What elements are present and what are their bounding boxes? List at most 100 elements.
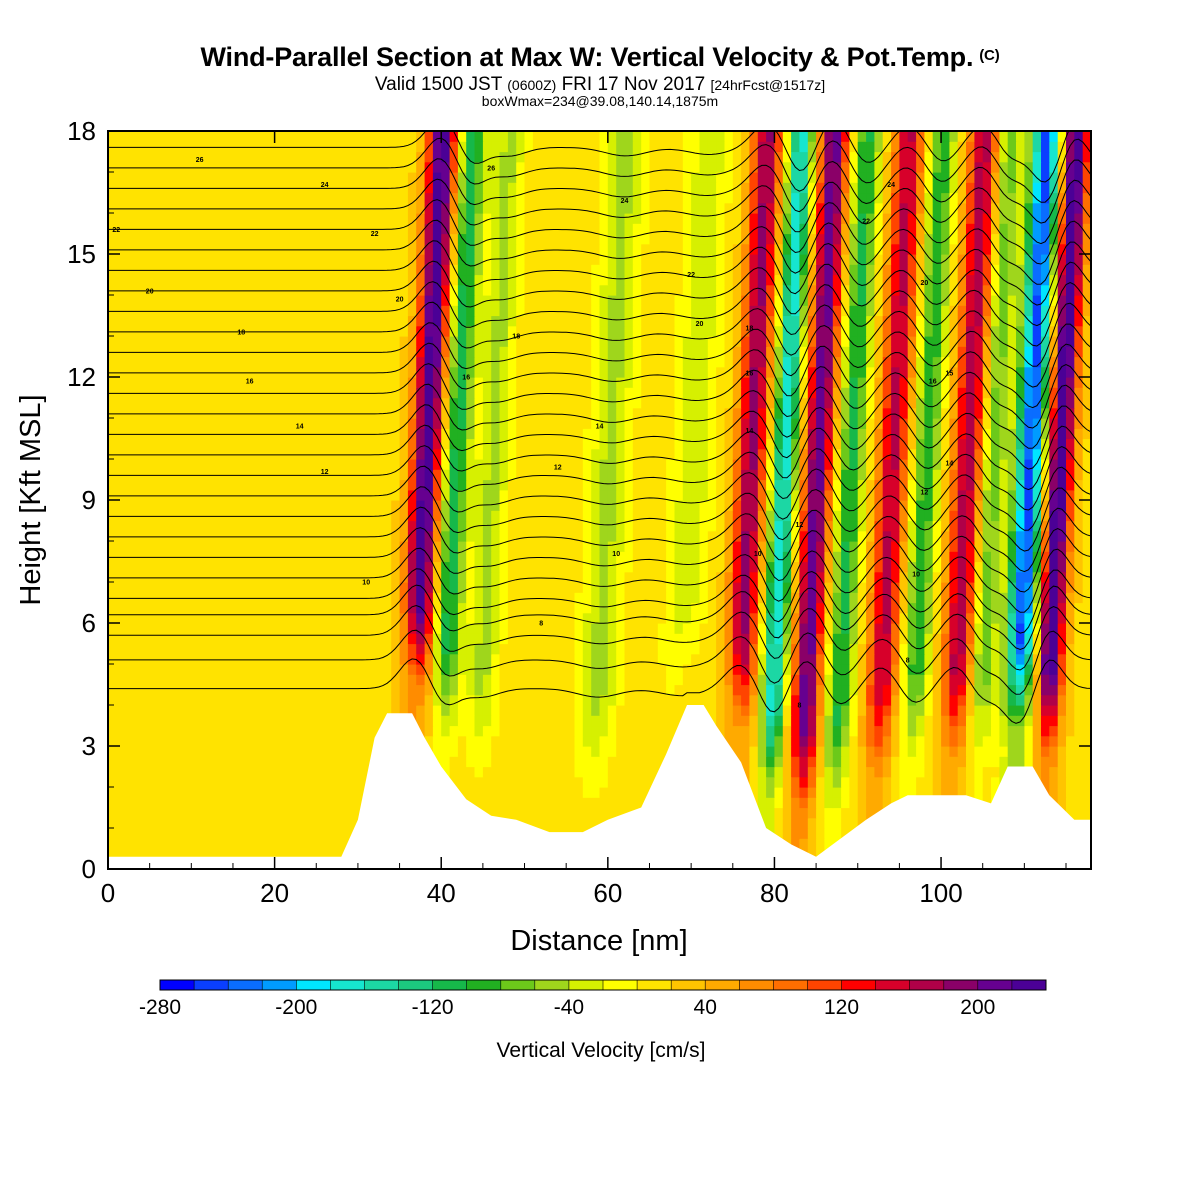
w-cell — [641, 766, 651, 778]
w-cell — [999, 725, 1009, 737]
w-cell — [382, 612, 392, 624]
w-cell — [416, 705, 426, 716]
w-cell — [991, 623, 1000, 634]
w-cell — [424, 469, 434, 481]
w-cell — [357, 787, 367, 798]
w-cell — [233, 776, 242, 788]
w-cell — [574, 756, 584, 768]
w-cell — [391, 602, 401, 614]
w-cell — [807, 551, 817, 563]
w-cell — [149, 479, 159, 491]
w-cell — [366, 510, 376, 522]
w-cell — [257, 612, 267, 624]
w-cell — [524, 561, 534, 573]
w-cell — [1032, 694, 1042, 706]
w-cell — [432, 623, 442, 634]
w-cell — [941, 561, 950, 573]
w-cell — [466, 643, 476, 655]
w-cell — [616, 735, 626, 747]
w-cell — [699, 643, 709, 655]
w-cell — [158, 653, 167, 665]
w-cell — [432, 602, 442, 614]
w-cell — [774, 592, 784, 604]
w-cell — [208, 602, 217, 614]
w-cell — [616, 571, 626, 583]
w-cell — [649, 653, 659, 665]
w-cell — [574, 582, 584, 593]
w-cell — [424, 684, 434, 696]
w-cell — [1057, 602, 1067, 614]
w-cell — [782, 746, 792, 757]
w-cell — [491, 459, 501, 470]
w-cell — [316, 500, 326, 511]
w-cell — [432, 725, 442, 737]
w-cell — [266, 438, 276, 450]
w-cell — [607, 664, 617, 675]
w-cell — [982, 582, 992, 593]
w-cell — [491, 541, 501, 552]
w-cell — [366, 530, 376, 542]
w-cell — [208, 787, 217, 798]
w-cell — [1041, 643, 1050, 655]
w-cell — [324, 530, 334, 542]
w-cell — [141, 428, 151, 440]
w-cell — [199, 674, 209, 686]
w-cell — [882, 602, 892, 614]
w-cell — [866, 592, 875, 604]
w-cell — [1041, 602, 1050, 614]
w-cell — [133, 756, 142, 768]
w-cell — [607, 448, 617, 460]
w-cell — [249, 582, 259, 593]
w-cell — [732, 664, 742, 675]
w-cell — [899, 633, 909, 645]
w-cell — [857, 715, 867, 727]
w-cell — [741, 643, 750, 655]
w-cell — [707, 694, 717, 706]
w-cell — [282, 520, 292, 532]
w-cell — [183, 561, 192, 573]
w-cell — [624, 530, 634, 542]
w-cell — [266, 817, 276, 829]
w-cell — [807, 776, 817, 788]
w-cell — [291, 612, 301, 624]
w-cell — [799, 561, 809, 573]
w-cell — [624, 551, 634, 563]
w-cell — [183, 582, 192, 593]
w-cell — [466, 756, 476, 768]
w-cell — [183, 664, 192, 675]
w-cell — [707, 479, 717, 491]
w-cell — [141, 510, 151, 522]
w-cell — [274, 694, 284, 706]
w-cell — [541, 489, 551, 501]
w-cell — [424, 602, 434, 614]
w-cell — [532, 746, 542, 757]
w-cell — [166, 561, 176, 573]
w-cell — [557, 715, 567, 727]
w-cell — [641, 694, 651, 706]
w-cell — [366, 592, 376, 604]
w-cell — [657, 684, 667, 696]
w-cell — [882, 438, 892, 450]
w-cell — [257, 561, 267, 573]
w-cell — [732, 684, 742, 696]
w-cell — [1074, 766, 1084, 778]
w-cell — [774, 725, 784, 737]
w-cell — [857, 592, 867, 604]
w-cell — [707, 705, 717, 716]
w-cell — [899, 715, 909, 727]
w-cell — [532, 602, 542, 614]
w-cell — [216, 735, 226, 747]
w-cell — [791, 633, 800, 645]
w-cell — [632, 469, 642, 481]
w-cell — [741, 735, 750, 747]
w-cell — [832, 807, 842, 819]
w-cell — [891, 756, 900, 768]
w-cell — [732, 551, 742, 563]
w-cell — [324, 551, 334, 563]
w-cell — [974, 500, 984, 511]
w-cell — [466, 469, 476, 481]
w-cell — [982, 448, 992, 460]
w-cell — [133, 705, 142, 716]
w-cell — [149, 776, 159, 788]
w-cell — [791, 735, 800, 747]
